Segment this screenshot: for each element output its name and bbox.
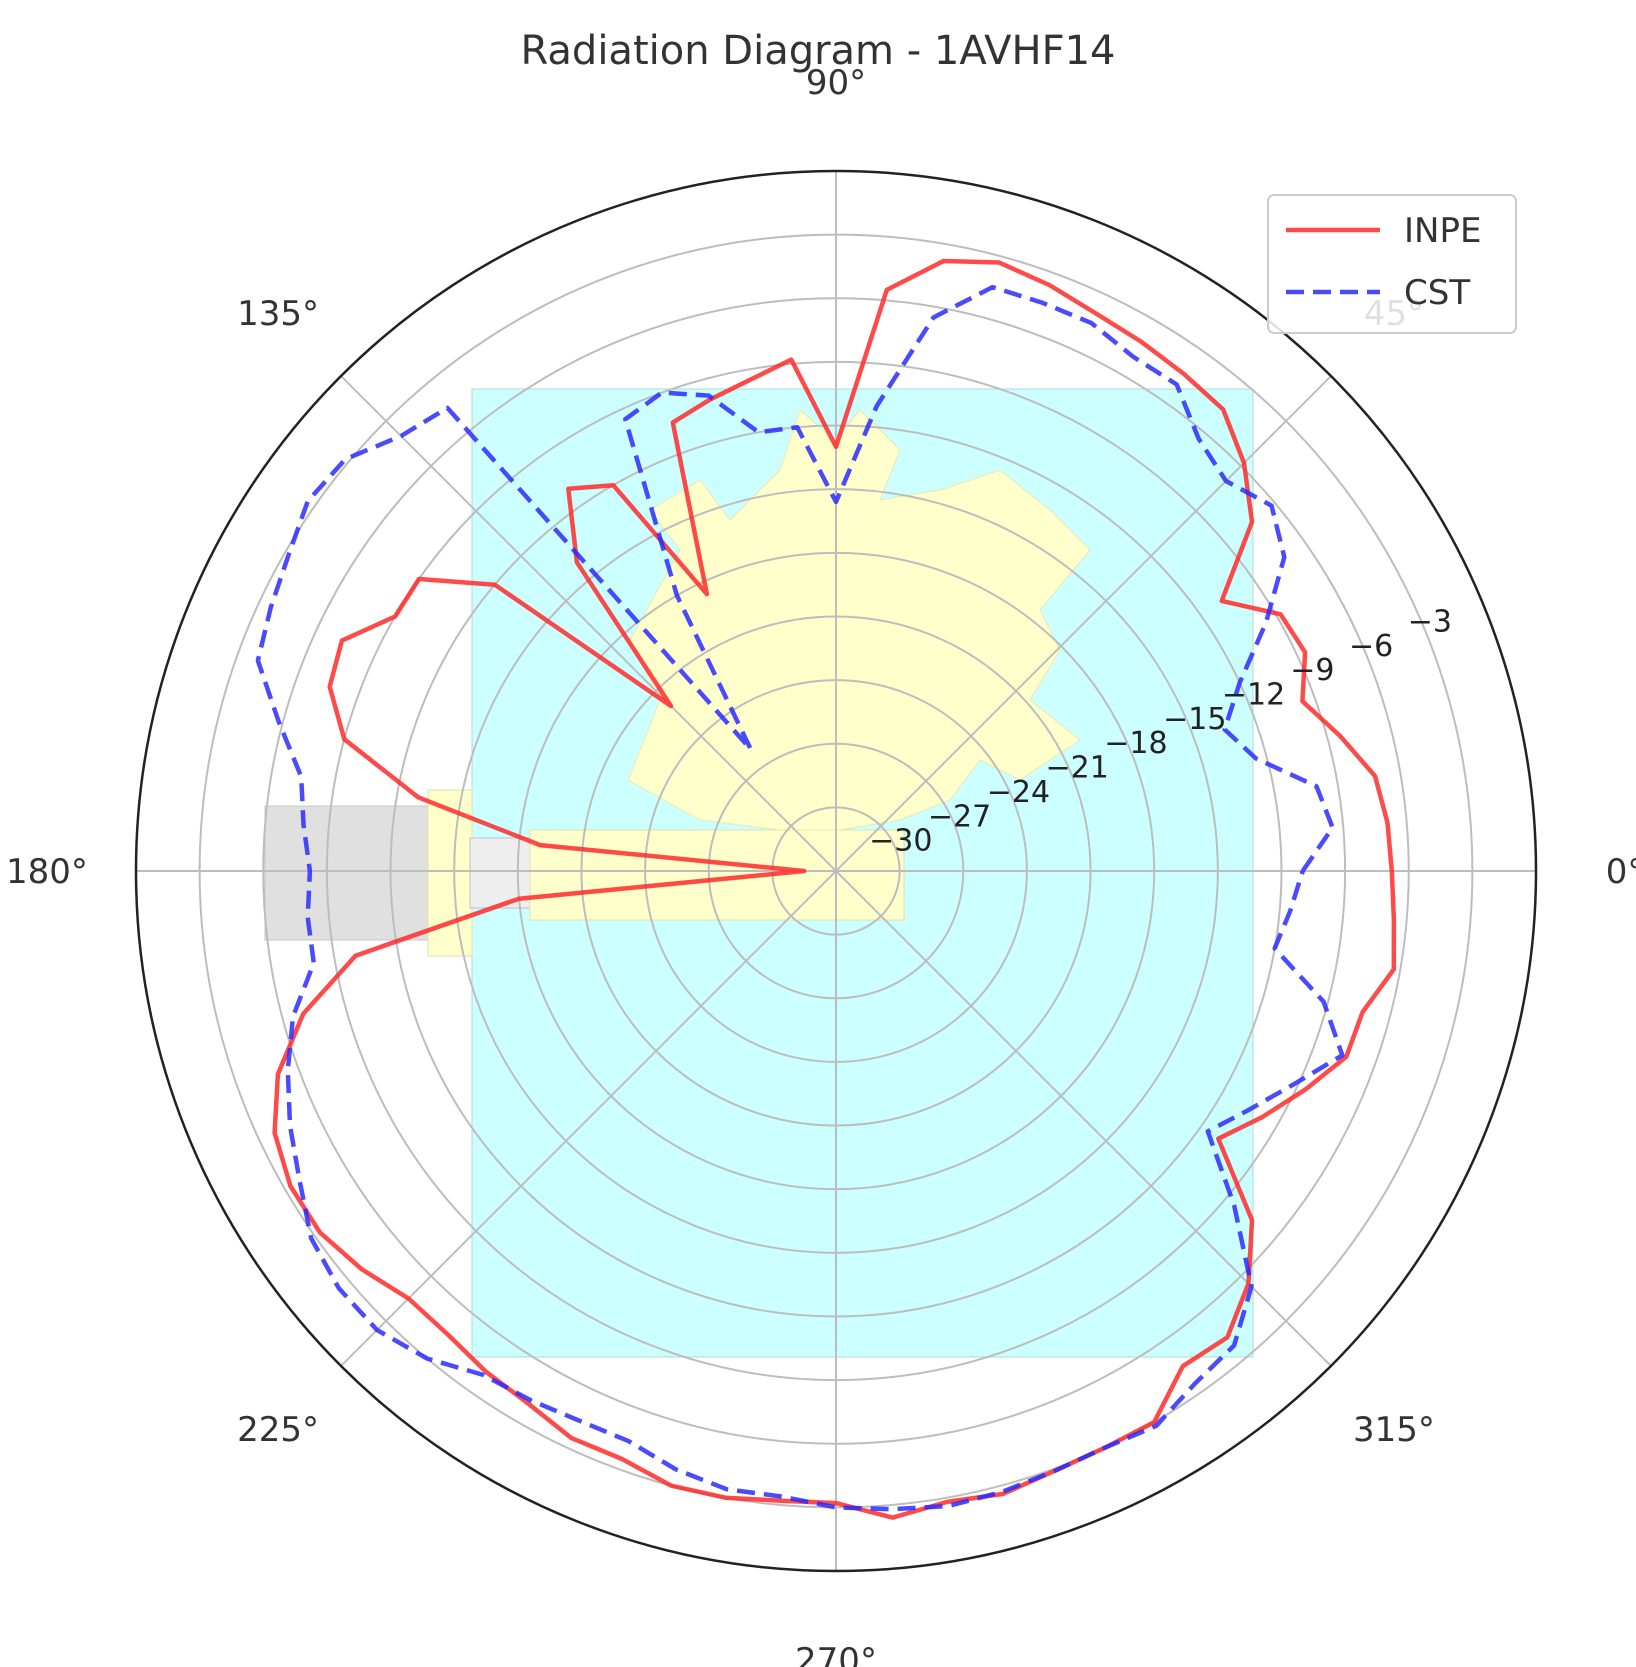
r-tick-label: −21	[1046, 751, 1109, 786]
r-tick-label: −12	[1222, 678, 1285, 713]
theta-tick-label: 180°	[6, 852, 88, 892]
legend-label-inpe: INPE	[1404, 211, 1481, 251]
legend: INPE CST	[1267, 194, 1517, 334]
feed-line	[529, 829, 905, 921]
angular-gridline	[340, 375, 837, 872]
series-layer	[255, 258, 1397, 1520]
polar-grid	[134, 169, 1538, 1573]
theta-tick-label: 135°	[237, 294, 319, 334]
theta-tick-label: 225°	[237, 1410, 319, 1450]
theta-tick-label: 315°	[1353, 1410, 1435, 1450]
r-tick-label: −24	[987, 775, 1050, 810]
angular-gridline	[340, 870, 837, 1367]
r-tick-label: −6	[1349, 629, 1393, 664]
series-line-inpe	[272, 258, 1397, 1520]
r-tick-label: −9	[1290, 653, 1334, 688]
chart-title: Radiation Diagram - 1AVHF14	[521, 28, 1116, 74]
r-tick-label: −18	[1104, 726, 1167, 761]
r-tick-label: −3	[1408, 604, 1452, 639]
antenna-overlay	[264, 388, 1254, 1358]
theta-tick-label: 270°	[795, 1641, 877, 1667]
connector-body	[264, 805, 431, 941]
angular-gridline	[835, 375, 1332, 872]
outer-ring	[134, 169, 1538, 1573]
legend-label-cst: CST	[1404, 273, 1470, 313]
r-tick-label: −27	[928, 799, 991, 834]
r-tick-label: −30	[869, 824, 932, 859]
r-tick-label: −15	[1163, 702, 1226, 737]
theta-tick-label: 90°	[806, 63, 866, 103]
theta-tick-label: 0°	[1606, 852, 1636, 892]
series-line-cst	[255, 284, 1345, 1512]
